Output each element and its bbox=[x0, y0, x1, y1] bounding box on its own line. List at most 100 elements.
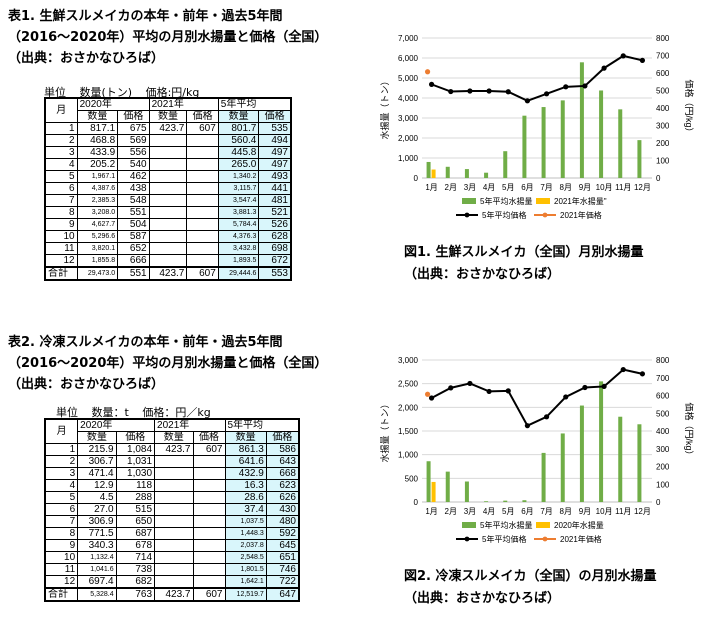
cell-p20: 763 bbox=[115, 587, 156, 602]
x-tick-label: 1月 bbox=[425, 507, 437, 516]
x-tick-label: 7月 bbox=[540, 507, 552, 516]
cell-q20: 471.4 bbox=[77, 467, 117, 480]
table-row: 8 771.5 687 1,448.3 592 bbox=[44, 527, 300, 540]
cell-q20: 3,208.0 bbox=[76, 206, 119, 219]
line-5y-price bbox=[431, 368, 643, 427]
bar-5y-avg bbox=[579, 405, 584, 502]
y2-tick-label: 0 bbox=[656, 498, 661, 507]
cell-q21 bbox=[148, 182, 188, 195]
x-tick-label: 12月 bbox=[634, 507, 651, 516]
header-row: 数量 価格 数量 価格 数量 価格 bbox=[45, 431, 300, 444]
cell-q20: 4,627.7 bbox=[76, 218, 119, 231]
cell-p5: 668 bbox=[265, 467, 300, 480]
bar-5y-avg bbox=[426, 161, 431, 178]
x-tick-label: 5月 bbox=[502, 507, 514, 516]
cell-q21 bbox=[148, 242, 188, 255]
y-tick-label: 4,000 bbox=[398, 94, 419, 103]
x-tick-label: 10月 bbox=[596, 507, 613, 516]
table-row: 10 1,132.4 714 2,548.5 651 bbox=[44, 551, 300, 564]
legend-label: 2021年価格 bbox=[560, 534, 602, 544]
cell-p20: 118 bbox=[115, 479, 156, 492]
y-tick-label: 2,500 bbox=[398, 380, 419, 389]
cell-q20: 1,967.1 bbox=[76, 170, 119, 183]
cell-m: 11 bbox=[44, 242, 78, 255]
cell-p20: 1,084 bbox=[115, 443, 156, 456]
x-tick-label: 1月 bbox=[425, 183, 437, 192]
header-year-2021: 2021年 bbox=[148, 97, 219, 111]
cell-m: 8 bbox=[44, 206, 78, 219]
table2-title-line: 表2. 冷凍スルメイカの本年・前年・過去5年間 bbox=[8, 335, 283, 350]
table-row: 12 697.4 682 1,642.1 722 bbox=[44, 575, 300, 589]
cell-q21 bbox=[148, 254, 188, 268]
cell-q5: 1,642.1 bbox=[224, 575, 267, 589]
cell-m: 9 bbox=[44, 218, 78, 231]
table-row: 2 306.7 1,031 641.6 643 bbox=[44, 455, 300, 468]
header-qty: 数量 bbox=[217, 110, 260, 123]
point-5y-price bbox=[582, 384, 588, 391]
cell-p21 bbox=[186, 218, 219, 231]
y-tick-label: 5,000 bbox=[398, 74, 419, 83]
cell-p21 bbox=[192, 575, 226, 589]
y2-tick-label: 400 bbox=[656, 104, 670, 113]
cell-q21 bbox=[154, 575, 194, 589]
header-price: 価格 bbox=[115, 431, 156, 444]
header-price: 価格 bbox=[186, 110, 219, 123]
bar-5y-avg bbox=[503, 151, 508, 178]
table-row: 9 4,627.7 504 5,784.4 526 bbox=[44, 218, 292, 231]
cell-q5: 5,784.4 bbox=[217, 218, 260, 231]
cell-q20: 817.1 bbox=[76, 122, 119, 135]
point-5y-price bbox=[428, 81, 435, 87]
cell-q5: 3,432.8 bbox=[217, 242, 260, 255]
cell-q5: 3,547.4 bbox=[217, 194, 260, 207]
table-row: 6 27.0 515 37.4 430 bbox=[44, 503, 300, 516]
unit-price: 価格：円／kg bbox=[142, 406, 211, 419]
cell-p21 bbox=[192, 479, 226, 492]
cell-q20: 5,328.4 bbox=[77, 587, 117, 602]
cell-p20: 1,031 bbox=[115, 455, 156, 468]
cell-q21 bbox=[154, 455, 194, 468]
legend-swatch-bar-5y bbox=[462, 522, 476, 528]
cell-q20: 29,473.0 bbox=[76, 266, 119, 281]
cell-q5: 265.0 bbox=[217, 158, 260, 171]
cell-p5: 643 bbox=[265, 455, 300, 468]
y2-tick-label: 800 bbox=[656, 34, 670, 43]
cell-q5: 4,376.3 bbox=[217, 230, 260, 243]
y2-tick-label: 600 bbox=[656, 392, 670, 401]
table-row: 9 340.3 678 2,037.8 645 bbox=[44, 539, 300, 552]
figure2-caption-line: （出典：おさかなひろば） bbox=[404, 591, 561, 606]
cell-p21 bbox=[192, 551, 226, 564]
cell-p20: 682 bbox=[115, 575, 156, 589]
cell-p5: 626 bbox=[265, 491, 300, 504]
table1: 月 2020年 2021年 5年平均 数量 価格 数量 価格 数量 価格 1 817.1 675 423.… bbox=[44, 97, 292, 281]
point-5y-price bbox=[505, 89, 511, 95]
point-5y-price bbox=[543, 91, 550, 97]
table1-title-line: （出典：おさかなひろば） bbox=[8, 51, 165, 66]
cell-p5: 481 bbox=[258, 194, 292, 207]
bar-5y-avg bbox=[541, 452, 546, 502]
cell-p5: 430 bbox=[265, 503, 300, 516]
cell-q21 bbox=[154, 539, 194, 552]
bar-5y-avg bbox=[522, 115, 527, 178]
table-row: 11 3,820.1 652 3,432.8 698 bbox=[44, 242, 292, 255]
table-row: 7 306.9 650 1,037.5 480 bbox=[44, 515, 300, 528]
cell-q20: 2,385.3 bbox=[76, 194, 119, 207]
point-5y-price bbox=[505, 388, 511, 394]
table-row: 11 1,041.6 738 1,801.5 746 bbox=[44, 563, 300, 576]
table1-unit-line: 単位 数量(トン) 価格:円/kg bbox=[44, 84, 209, 100]
cell-q20: 12.9 bbox=[77, 479, 117, 492]
y2-tick-label: 100 bbox=[656, 480, 670, 489]
header-month: 月 bbox=[44, 418, 79, 444]
table-row: 8 3,208.0 551 3,881.3 521 bbox=[44, 206, 292, 219]
point-5y-price bbox=[467, 88, 473, 94]
table-row: 2 468.8 569 560.4 494 bbox=[44, 134, 292, 147]
cell-p5: 647 bbox=[265, 587, 300, 602]
cell-p21 bbox=[192, 539, 226, 552]
y-tick-label: 0 bbox=[414, 174, 419, 183]
y-tick-label: 1,000 bbox=[398, 154, 419, 163]
table2-title-line: （2016～2020年）平均の月別水揚量と価格（全国） bbox=[8, 356, 328, 371]
total-row: 合計 29,473.0 551 423.7 607 29,444.6 553 bbox=[44, 266, 292, 281]
point-5y-price bbox=[467, 380, 473, 387]
cell-m: 10 bbox=[44, 230, 78, 243]
point-5y-price bbox=[524, 423, 531, 429]
cell-p5: 497 bbox=[258, 158, 292, 171]
